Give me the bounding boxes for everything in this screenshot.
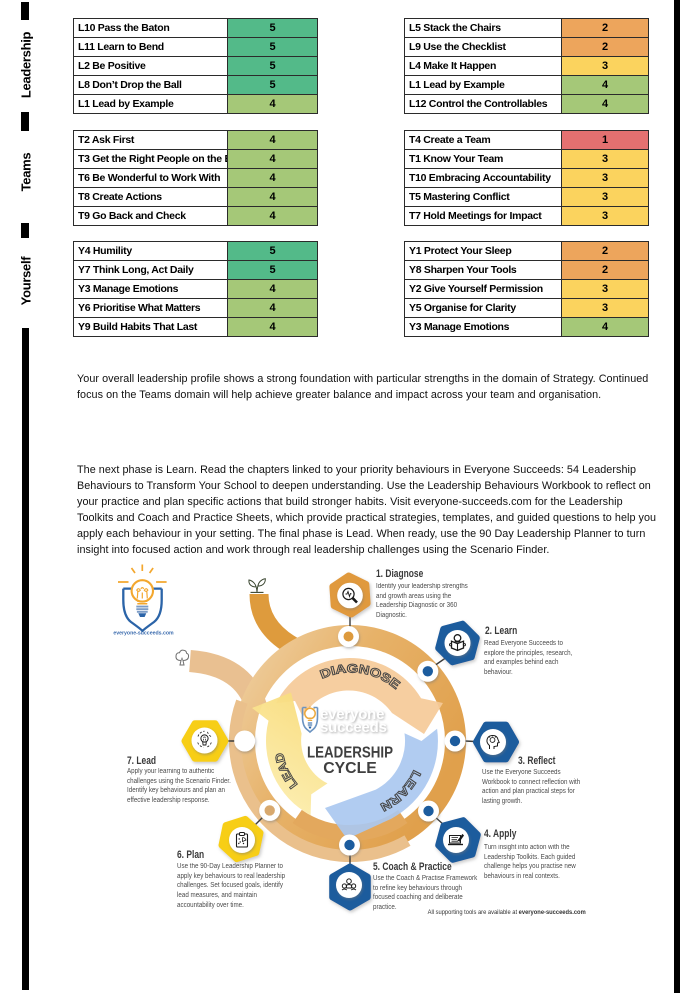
svg-text:everyone-succeeds.com: everyone-succeeds.com — [113, 631, 174, 637]
svg-text:everyone: everyone — [320, 706, 384, 723]
svg-text:succeeds: succeeds — [320, 719, 387, 736]
svg-text:CYCLE: CYCLE — [323, 760, 377, 777]
svg-text:LEADERSHIP: LEADERSHIP — [307, 745, 393, 762]
